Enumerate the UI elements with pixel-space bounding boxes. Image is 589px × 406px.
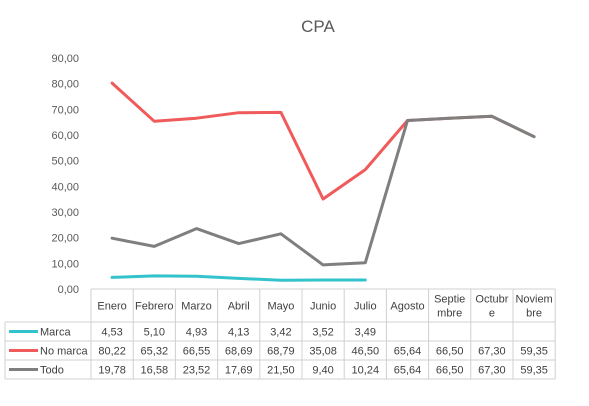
category-label: bre	[526, 308, 542, 320]
category-label: e	[489, 308, 495, 320]
category-label: Junio	[310, 301, 336, 313]
data-label: 17,69	[225, 365, 253, 377]
data-label: 67,30	[478, 346, 506, 358]
data-label: 9,40	[312, 365, 333, 377]
y-tick-label: 0,00	[58, 284, 79, 296]
y-tick-label: 50,00	[51, 156, 79, 168]
y-tick-label: 20,00	[51, 233, 79, 245]
chart-title: CPA	[301, 17, 335, 36]
y-tick-label: 90,00	[51, 53, 79, 65]
category-label: Octubr	[475, 294, 508, 306]
y-tick-label: 30,00	[51, 207, 79, 219]
data-label: 68,69	[225, 346, 253, 358]
data-table-cells: 4,53 5,10 4,93 4,13 3,42 3,52 3,49 80,22 65,32 66…	[98, 327, 548, 377]
data-label: 68,79	[267, 346, 295, 358]
data-table-grid	[4, 288, 556, 380]
category-label: Mayo	[267, 301, 294, 313]
series-line	[110, 81, 536, 201]
category-label: Septie	[434, 294, 465, 306]
data-label: 80,22	[98, 346, 126, 358]
data-label: 21,50	[267, 365, 295, 377]
data-label: 23,52	[183, 365, 211, 377]
data-label: 3,42	[270, 327, 291, 339]
y-tick-label: 60,00	[51, 130, 79, 142]
data-label: 35,08	[309, 346, 337, 358]
data-label: 66,50	[436, 346, 464, 358]
category-label: Noviem	[515, 294, 552, 306]
data-label: 66,50	[436, 365, 464, 377]
series-line	[110, 114, 536, 267]
data-label: 16,58	[141, 365, 169, 377]
data-label: 10,24	[352, 365, 380, 377]
category-label: mbre	[437, 308, 462, 320]
data-label: 65,32	[141, 346, 169, 358]
data-label: 59,35	[520, 365, 548, 377]
legend-label: Marca	[40, 327, 71, 339]
category-labels: Enero Febrero Marzo Abril Mayo Junio Julio Agos…	[97, 294, 552, 320]
y-tick-label: 70,00	[51, 104, 79, 116]
legend-label: No marca	[40, 346, 89, 358]
data-label: 59,35	[520, 346, 548, 358]
data-label: 5,10	[144, 327, 165, 339]
data-label: 4,53	[101, 327, 122, 339]
category-label: Abril	[228, 301, 250, 313]
data-label: 4,93	[186, 327, 207, 339]
data-label: 46,50	[352, 346, 380, 358]
data-label: 19,78	[98, 365, 126, 377]
category-label: Enero	[97, 301, 126, 313]
category-label: Julio	[354, 301, 377, 313]
y-tick-label: 80,00	[51, 79, 79, 91]
data-label: 66,55	[183, 346, 211, 358]
legend: Marca No marca Todo	[9, 327, 89, 377]
series-line	[110, 274, 367, 282]
data-label: 65,64	[394, 365, 422, 377]
data-label: 3,49	[355, 327, 376, 339]
data-label: 65,64	[394, 346, 422, 358]
series-lines	[110, 81, 536, 282]
legend-label: Todo	[40, 365, 64, 377]
data-label: 67,30	[478, 365, 506, 377]
category-label: Febrero	[135, 301, 174, 313]
y-tick-label: 10,00	[51, 258, 79, 270]
y-tick-label: 40,00	[51, 181, 79, 193]
y-axis-ticks: 0,00 10,00 20,00 30,00 40,00 50,00 60,00 70,00 8…	[51, 53, 79, 296]
category-label: Agosto	[390, 301, 424, 313]
data-label: 3,52	[312, 327, 333, 339]
data-label: 4,13	[228, 327, 249, 339]
category-label: Marzo	[181, 301, 212, 313]
